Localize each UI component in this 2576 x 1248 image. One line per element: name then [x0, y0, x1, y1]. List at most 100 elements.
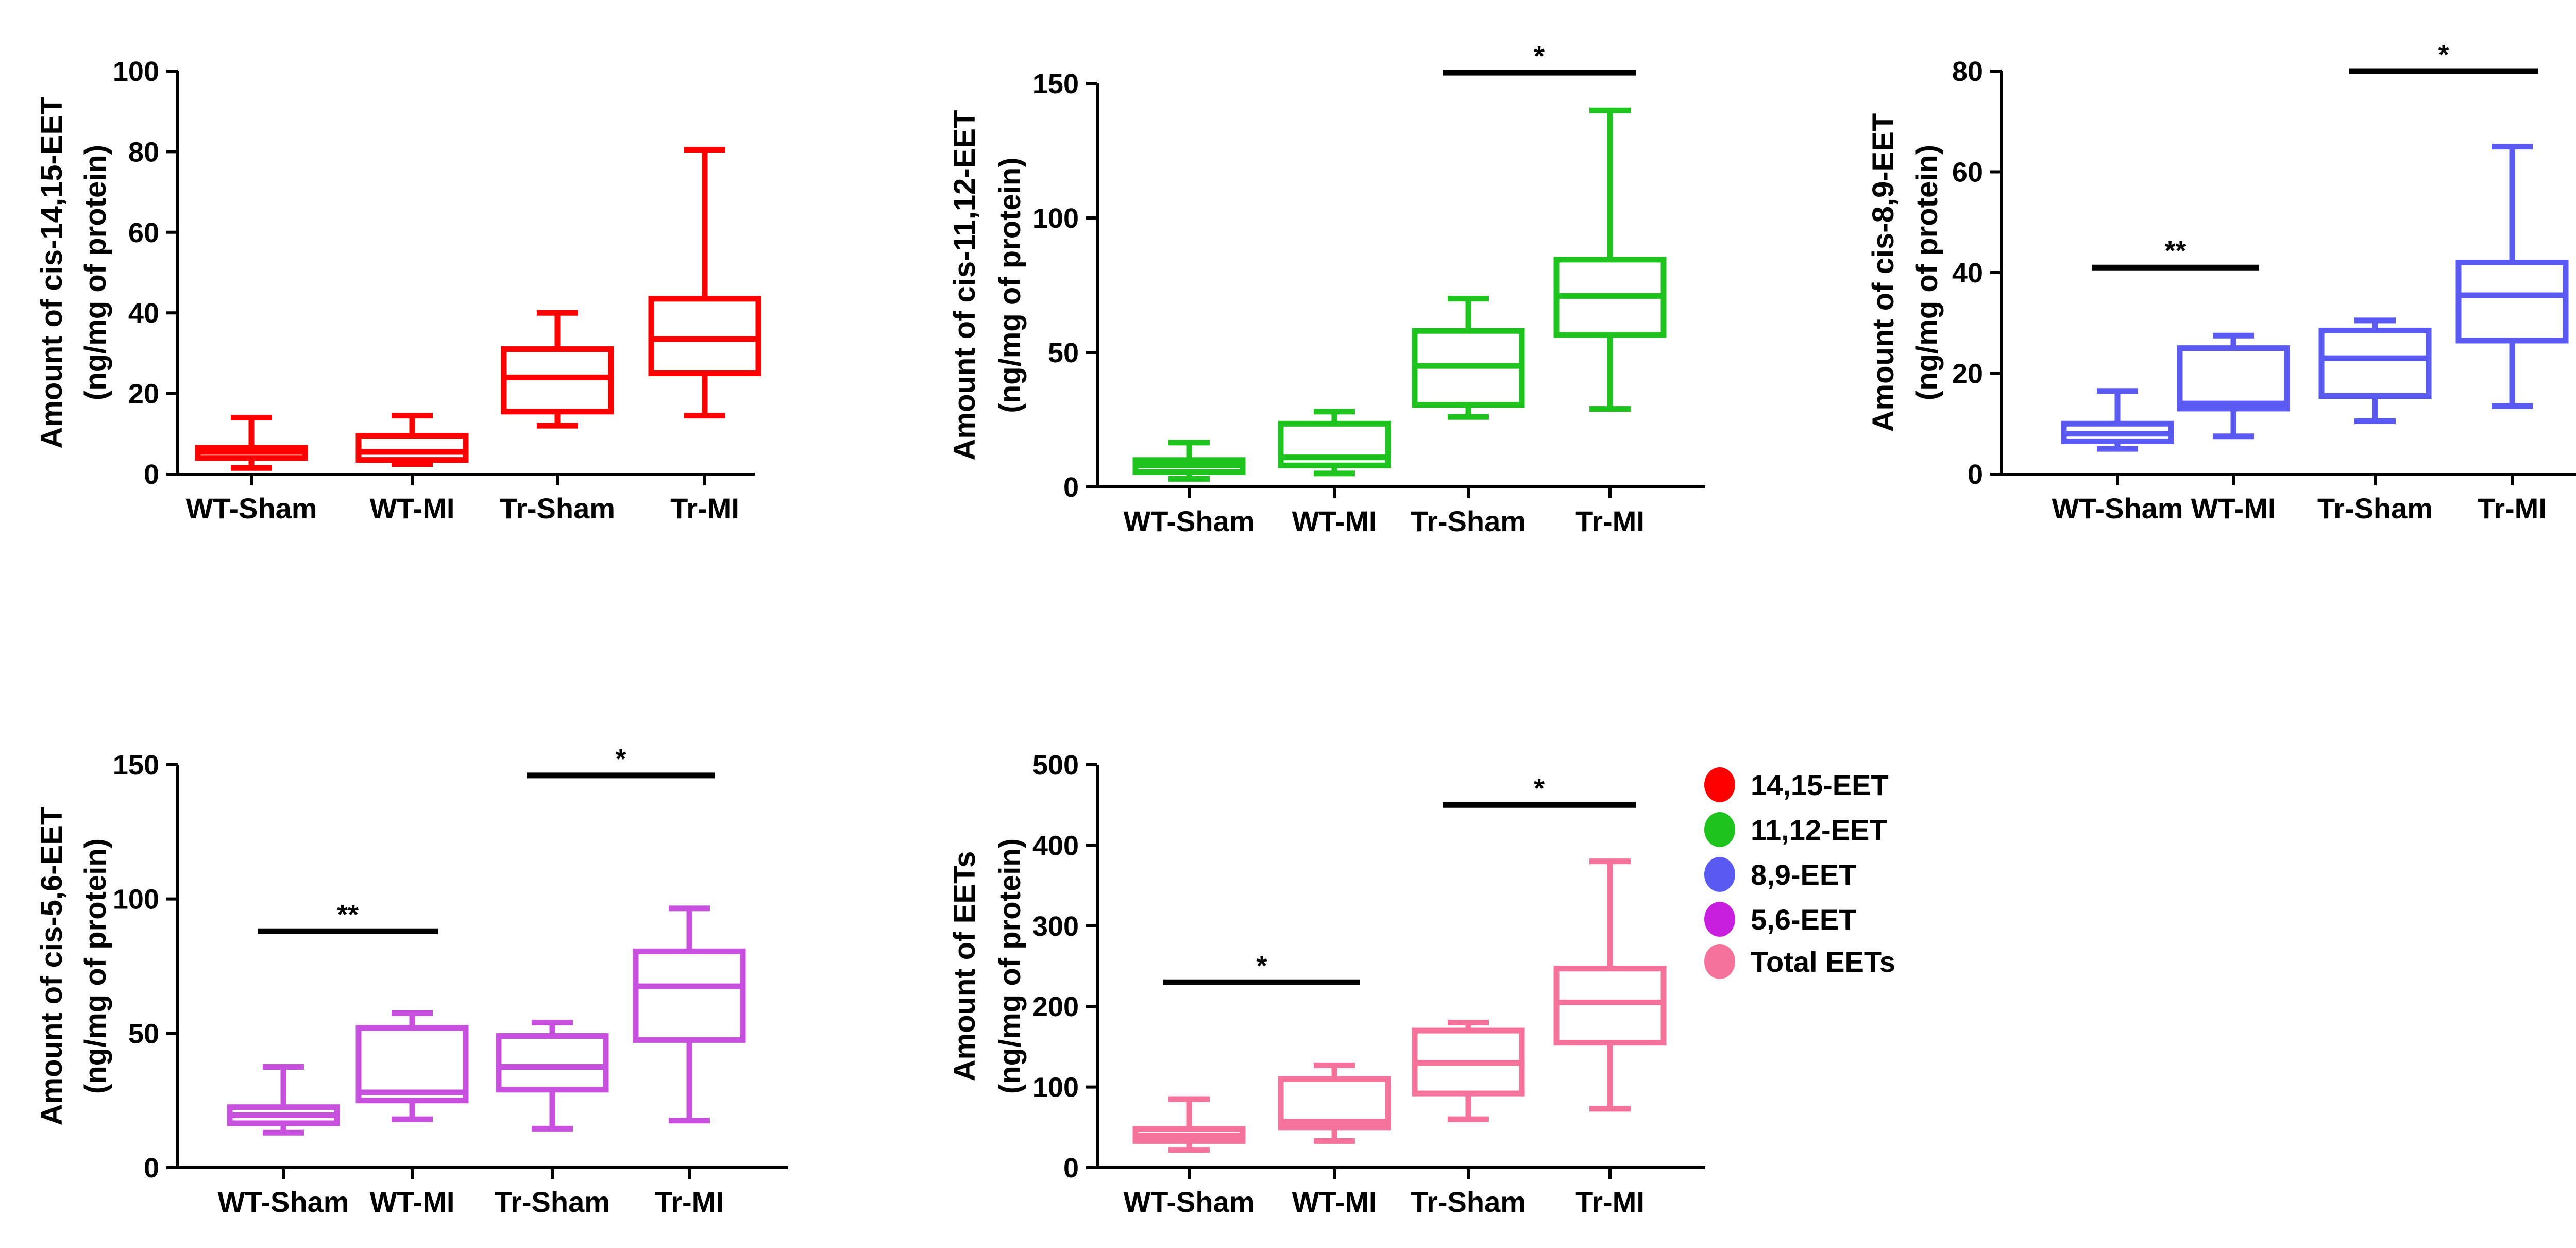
- y-tick-label: 60: [1952, 157, 1983, 188]
- y-tick-label: 50: [128, 1018, 159, 1049]
- legend-entry: 11,12-EET: [1704, 812, 1887, 847]
- box-plot: [648, 146, 761, 419]
- legend-entry: 14,15-EET: [1704, 767, 1889, 802]
- y-tick-label: 0: [1968, 459, 1983, 490]
- legend-marker-14-15-eet: [1704, 767, 1735, 802]
- y-tick-label: 300: [1032, 911, 1079, 942]
- x-category-label: WT-Sham: [2052, 492, 2183, 525]
- box-plot: [1132, 1096, 1246, 1153]
- y-tick-label: 100: [113, 884, 159, 915]
- x-category-label: Tr-MI: [655, 1186, 724, 1218]
- x-category-label: WT-MI: [2191, 492, 2276, 525]
- x-category-label: WT-Sham: [217, 1186, 349, 1218]
- iqr-box: [501, 346, 614, 415]
- iqr-box: [2177, 345, 2290, 412]
- iqr-box: [648, 296, 761, 377]
- y-tick-label: 150: [113, 750, 159, 781]
- legend-marker-5-6-eet: [1704, 902, 1735, 937]
- x-category-label: WT-MI: [370, 492, 455, 525]
- x-category-label: WT-Sham: [185, 492, 317, 525]
- y-axis-title-units: (ng/mg of protein): [993, 838, 1027, 1094]
- y-tick-label: 0: [1063, 472, 1079, 503]
- x-category-label: Tr-MI: [2478, 492, 2547, 525]
- y-axis-title: Amount of cis-8,9-EET: [1867, 113, 1900, 432]
- significance-label: *: [1256, 950, 1267, 981]
- legend-label-total-eets: Total EETs: [1751, 946, 1895, 978]
- y-tick-label: 0: [1063, 1153, 1079, 1184]
- y-tick-label: 80: [1952, 56, 1983, 87]
- x-category-label: Tr-MI: [1575, 1186, 1645, 1218]
- chart-panel: 0 20 40 60 80 100 WT-Sham WT-MI Tr-Sham Tr-MI Amou…: [35, 56, 761, 525]
- x-category-label: WT-MI: [1292, 1186, 1377, 1218]
- y-tick-label: 20: [1952, 359, 1983, 390]
- legend-marker-total-eets: [1704, 944, 1735, 979]
- y-axis-title-units: (ng/mg of protein): [1910, 145, 1944, 400]
- y-tick-label: 20: [128, 379, 159, 410]
- y-tick-label: 0: [144, 1153, 159, 1184]
- y-tick-label: 400: [1032, 830, 1079, 861]
- legend-label-5-6-eet: 5,6-EET: [1751, 903, 1856, 936]
- box-plot: [227, 1064, 340, 1136]
- y-tick-label: 100: [113, 56, 159, 87]
- x-category-label: Tr-Sham: [500, 492, 615, 525]
- legend-marker-8-9-eet: [1704, 857, 1735, 892]
- y-axis-title-units: (ng/mg of protein): [993, 157, 1027, 413]
- x-category-label: Tr-Sham: [495, 1186, 610, 1218]
- chart-panel: 0 20 40 60 80 WT-Sham WT-MI Tr-Sham Tr-MI Amount …: [1867, 39, 2576, 525]
- x-category-label: Tr-Sham: [1411, 505, 1526, 537]
- box-plot: [1278, 1062, 1391, 1144]
- box-plot: [1412, 296, 1525, 420]
- y-axis-title-units: (ng/mg of protein): [79, 838, 112, 1094]
- legend-entry: 5,6-EET: [1704, 902, 1856, 937]
- y-tick-label: 200: [1032, 991, 1079, 1022]
- y-tick-label: 60: [128, 217, 159, 248]
- box-plot: [195, 415, 308, 471]
- legend-entry: 8,9-EET: [1704, 857, 1856, 892]
- x-category-label: WT-MI: [370, 1186, 455, 1218]
- iqr-box: [355, 433, 469, 463]
- box-plot: [1553, 858, 1667, 1112]
- significance-label: *: [1534, 773, 1545, 804]
- iqr-box: [2318, 327, 2432, 399]
- legend-label-8-9-eet: 8,9-EET: [1751, 858, 1856, 891]
- iqr-box: [1278, 420, 1391, 468]
- significance-label: *: [615, 744, 626, 774]
- x-category-label: Tr-Sham: [1411, 1186, 1526, 1218]
- iqr-box: [355, 1025, 469, 1104]
- y-axis-title-units: (ng/mg of protein): [79, 145, 112, 400]
- x-category-label: WT-MI: [1292, 505, 1377, 537]
- chart-panel: 0 50 100 150 WT-Sham WT-MI Tr-Sham Tr-MI Amount …: [948, 41, 1705, 537]
- y-tick-label: 100: [1032, 203, 1079, 234]
- y-axis-title: Amount of cis-11,12-EET: [948, 110, 981, 460]
- box-plot: [1412, 1019, 1525, 1122]
- iqr-box: [1278, 1076, 1391, 1131]
- y-tick-label: 150: [1032, 69, 1079, 99]
- y-axis-title: Amount of cis-5,6-EET: [35, 807, 69, 1126]
- box-plot: [2061, 388, 2174, 452]
- box-plot: [1132, 440, 1246, 482]
- y-tick-label: 500: [1032, 750, 1079, 781]
- legend-label-14-15-eet: 14,15-EET: [1751, 769, 1889, 801]
- significance-label: *: [2438, 39, 2449, 70]
- iqr-box: [2455, 259, 2569, 344]
- x-category-label: Tr-Sham: [2317, 492, 2433, 525]
- box-plot: [355, 413, 469, 467]
- x-category-label: Tr-MI: [1575, 505, 1645, 537]
- legend-entry: Total EETs: [1704, 944, 1895, 979]
- y-tick-label: 100: [1032, 1072, 1079, 1103]
- y-axis-title: Amount of EETs: [948, 851, 981, 1082]
- chart-panel: 0 50 100 150 WT-Sham WT-MI Tr-Sham Tr-MI Amount …: [35, 744, 788, 1218]
- y-tick-label: 0: [144, 459, 159, 490]
- y-tick-label: 40: [1952, 258, 1983, 289]
- y-axis-title: Amount of cis-14,15-EET: [35, 96, 69, 448]
- legend: 14,15-EET 11,12-EET 8,9-EET 5,6-EET Tota…: [1704, 767, 1895, 979]
- iqr-box: [1553, 966, 1667, 1046]
- box-plot: [501, 310, 614, 429]
- box-plot: [2455, 144, 2569, 409]
- y-tick-label: 50: [1048, 338, 1079, 368]
- x-category-label: WT-Sham: [1123, 505, 1255, 537]
- significance-label: **: [337, 899, 359, 930]
- iqr-box: [496, 1033, 609, 1093]
